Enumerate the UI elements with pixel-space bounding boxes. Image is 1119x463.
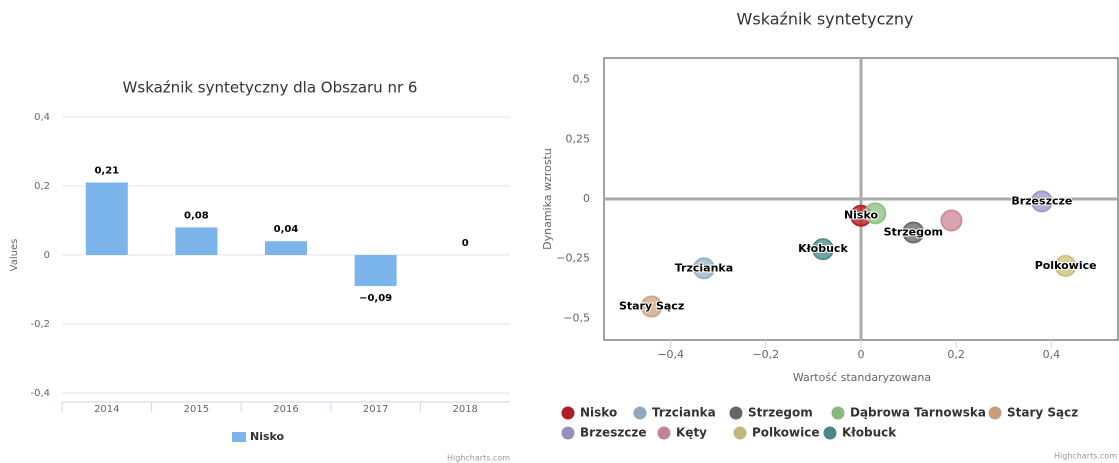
- x-tick-label: 2016: [273, 404, 298, 415]
- bubble: [902, 221, 925, 244]
- x-tick-label: 2015: [184, 404, 209, 415]
- chart-title: Wskaźnik syntetyczny: [737, 10, 914, 29]
- legend-symbol: [657, 426, 671, 440]
- data-label: Strzegom: [884, 225, 943, 238]
- bubble: [864, 202, 887, 225]
- credits: Highcharts.com: [1054, 452, 1117, 461]
- y-tick-label: 0,2: [34, 181, 50, 192]
- x-tick-label: 2018: [452, 404, 477, 415]
- x-tick-label: 2017: [363, 404, 388, 415]
- data-label: Polkowice: [1035, 259, 1097, 272]
- legend-label: Kłobuck: [842, 426, 897, 440]
- legend-label: Strzegom: [748, 406, 813, 420]
- legend-symbol: [988, 406, 1002, 420]
- legend-symbol: [561, 406, 575, 420]
- legend-symbol: [232, 432, 246, 442]
- legend-label: Trzcianka: [652, 406, 716, 420]
- bubble: [1030, 190, 1053, 213]
- legend-label: Polkowice: [752, 426, 820, 440]
- x-tick-label: −0,2: [752, 348, 779, 361]
- x-tick-label: 0,2: [947, 348, 965, 361]
- legend-label: Nisko: [250, 430, 285, 443]
- data-label: Stary Sącz: [619, 300, 684, 313]
- y-tick-label: -0,2: [30, 319, 50, 330]
- legend-symbol: [633, 406, 647, 420]
- chart-title: Wskaźnik syntetyczny dla Obszaru nr 6: [123, 79, 418, 97]
- bar: [265, 241, 307, 255]
- legend-symbol: [733, 426, 747, 440]
- y-tick-label: −0,5: [563, 311, 590, 324]
- data-label: −0,09: [359, 293, 392, 304]
- x-axis-title: Wartość standaryzowana: [793, 371, 931, 384]
- legend-symbol: [729, 406, 743, 420]
- data-label: 0,21: [94, 166, 119, 177]
- data-label: 0,08: [184, 210, 209, 221]
- legend-symbol: [831, 406, 845, 420]
- y-tick-label: −0,25: [556, 252, 590, 265]
- bubble: [692, 257, 715, 280]
- y-axis-title: Values: [9, 239, 20, 272]
- bar: [175, 227, 218, 255]
- legend-label: Kęty: [676, 426, 707, 440]
- bubble: [940, 209, 963, 232]
- data-label: Brzeszcze: [1011, 194, 1072, 207]
- legend-label: Dąbrowa Tarnowska: [850, 406, 986, 420]
- data-label: Kłobuck: [798, 242, 848, 255]
- y-tick-label: 0: [44, 250, 50, 261]
- bubble: [811, 238, 834, 261]
- data-label: 0,04: [274, 224, 299, 235]
- legend-symbol: [561, 426, 575, 440]
- bubble: [1054, 254, 1077, 277]
- bar: [354, 255, 397, 287]
- legend-label: Nisko: [580, 406, 617, 420]
- legend-label: Brzeszcze: [580, 426, 647, 440]
- legend-symbol: [823, 426, 837, 440]
- y-tick-label: 0: [583, 192, 590, 205]
- y-tick-label: 0,4: [34, 112, 50, 123]
- y-tick-label: 0,5: [573, 73, 591, 86]
- x-tick-label: 0,4: [1043, 348, 1061, 361]
- y-axis-title: Dynamika wzrostu: [541, 148, 554, 250]
- legend-label: Stary Sącz: [1007, 406, 1078, 420]
- x-tick-label: 0: [858, 348, 865, 361]
- data-label: Trzcianka: [675, 261, 733, 274]
- bar: [85, 182, 128, 255]
- data-label: Nisko: [844, 209, 879, 222]
- data-label: 0: [462, 238, 469, 249]
- credits: Highcharts.com: [447, 454, 510, 463]
- y-tick-label: -0,4: [30, 388, 50, 399]
- bubble: [640, 295, 663, 318]
- x-tick-label: −0,4: [657, 348, 684, 361]
- x-tick-label: 2014: [94, 404, 119, 415]
- y-tick-label: 0,25: [566, 132, 591, 145]
